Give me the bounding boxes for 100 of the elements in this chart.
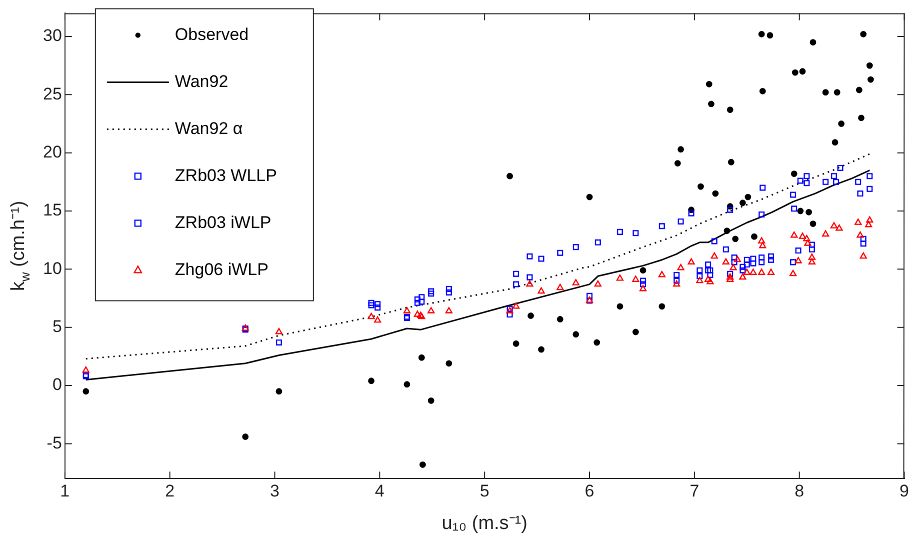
point [726,273,734,280]
point [275,328,282,334]
legend-label: ZRb03 WLLP [174,166,277,185]
y-tick-label: 0 [52,375,62,394]
point [739,200,746,206]
point [632,276,640,282]
point [730,264,737,270]
point [832,139,838,146]
point [732,236,739,242]
point [632,230,639,236]
y-tick-label: 5 [52,317,62,336]
point [722,258,730,264]
point [594,239,601,246]
point [767,268,775,275]
point [810,220,816,227]
point [673,280,680,287]
point [276,339,282,346]
x-tick-label: 7 [690,481,700,500]
y-tick-label: 10 [42,258,62,278]
point [868,76,874,83]
point [586,292,593,299]
point [428,307,435,314]
point [758,254,765,261]
point [822,178,829,185]
point [790,170,798,177]
point [726,276,734,282]
point [572,331,580,338]
point [806,208,812,216]
point [759,242,766,248]
point [830,222,838,228]
point [368,300,374,306]
point [704,276,712,282]
x-axis-title: u₁₀ (m.s⁻¹) [442,513,528,534]
point [512,302,520,309]
point [677,264,684,270]
point [822,89,829,96]
point [446,360,452,367]
point [810,39,816,46]
point [722,246,729,252]
point [726,106,734,113]
point [799,68,806,75]
point [632,328,639,336]
point [513,281,520,288]
point [794,257,802,264]
point [418,354,425,361]
point [743,268,750,275]
point [640,281,646,288]
x-tick-label: 1 [60,481,70,500]
point [790,192,796,198]
point [616,228,623,235]
x-tick-label: 5 [480,481,490,500]
point [658,223,665,230]
point [428,288,434,294]
point [446,289,452,296]
point [674,272,680,278]
point [428,290,434,297]
y-tick-label: 20 [42,142,62,162]
point [795,248,802,254]
point [414,296,420,302]
point [526,274,533,280]
point [572,279,580,286]
point [797,178,804,184]
point [759,88,766,94]
point [696,273,703,280]
point [855,178,862,185]
point [674,278,680,284]
point [710,252,718,259]
point [740,264,746,270]
point [739,273,746,280]
point [856,86,862,94]
point [556,284,564,290]
x-tick-label: 6 [584,481,594,500]
point [368,312,375,320]
point [854,218,862,225]
point [538,256,544,262]
point [838,120,845,127]
point [512,340,520,347]
point [798,232,806,239]
point [414,310,421,317]
line-series [85,153,870,360]
point [808,258,816,264]
point [428,397,434,404]
point [403,307,410,314]
point [419,461,426,468]
legend-label: Zhg06 iWLP [174,260,268,279]
point [858,114,864,122]
point [804,240,812,246]
point [418,294,425,300]
point [808,254,816,260]
point [750,260,756,266]
point [860,236,866,242]
point [446,286,452,292]
point [833,178,840,185]
point [836,224,843,231]
point [678,146,684,153]
point [708,100,714,108]
legend-label: Observed [174,24,249,44]
point [658,270,666,278]
point [707,267,714,274]
point [674,160,681,166]
